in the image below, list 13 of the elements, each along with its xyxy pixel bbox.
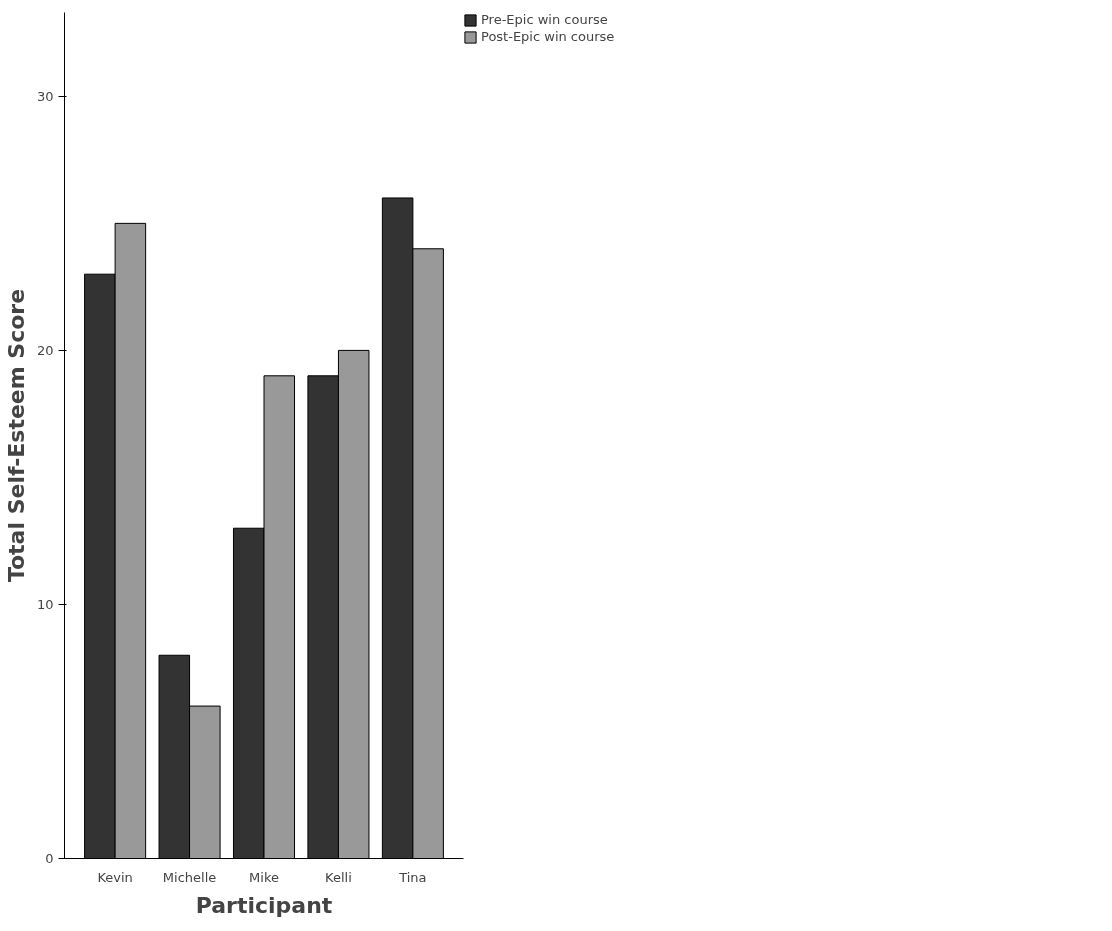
y-tick-label: 20 bbox=[36, 342, 54, 358]
x-tick-label: Mike bbox=[249, 869, 279, 885]
x-tick-label: Michelle bbox=[162, 869, 217, 885]
legend-label: Pre-Epic win course bbox=[481, 12, 608, 27]
y-tick-label: 10 bbox=[36, 596, 54, 612]
x-tick-label: Kelli bbox=[325, 869, 352, 885]
y-tick-label: 0 bbox=[45, 851, 54, 866]
y-axis-title: Total Self-Esteem Score bbox=[3, 288, 29, 583]
legend-label: Post-Epic win course bbox=[481, 29, 615, 44]
x-tick-label: Kevin bbox=[97, 869, 133, 885]
x-tick-label: Tina bbox=[398, 869, 427, 885]
y-tick-label: 30 bbox=[36, 88, 54, 104]
x-axis-title: Participant bbox=[195, 892, 333, 918]
